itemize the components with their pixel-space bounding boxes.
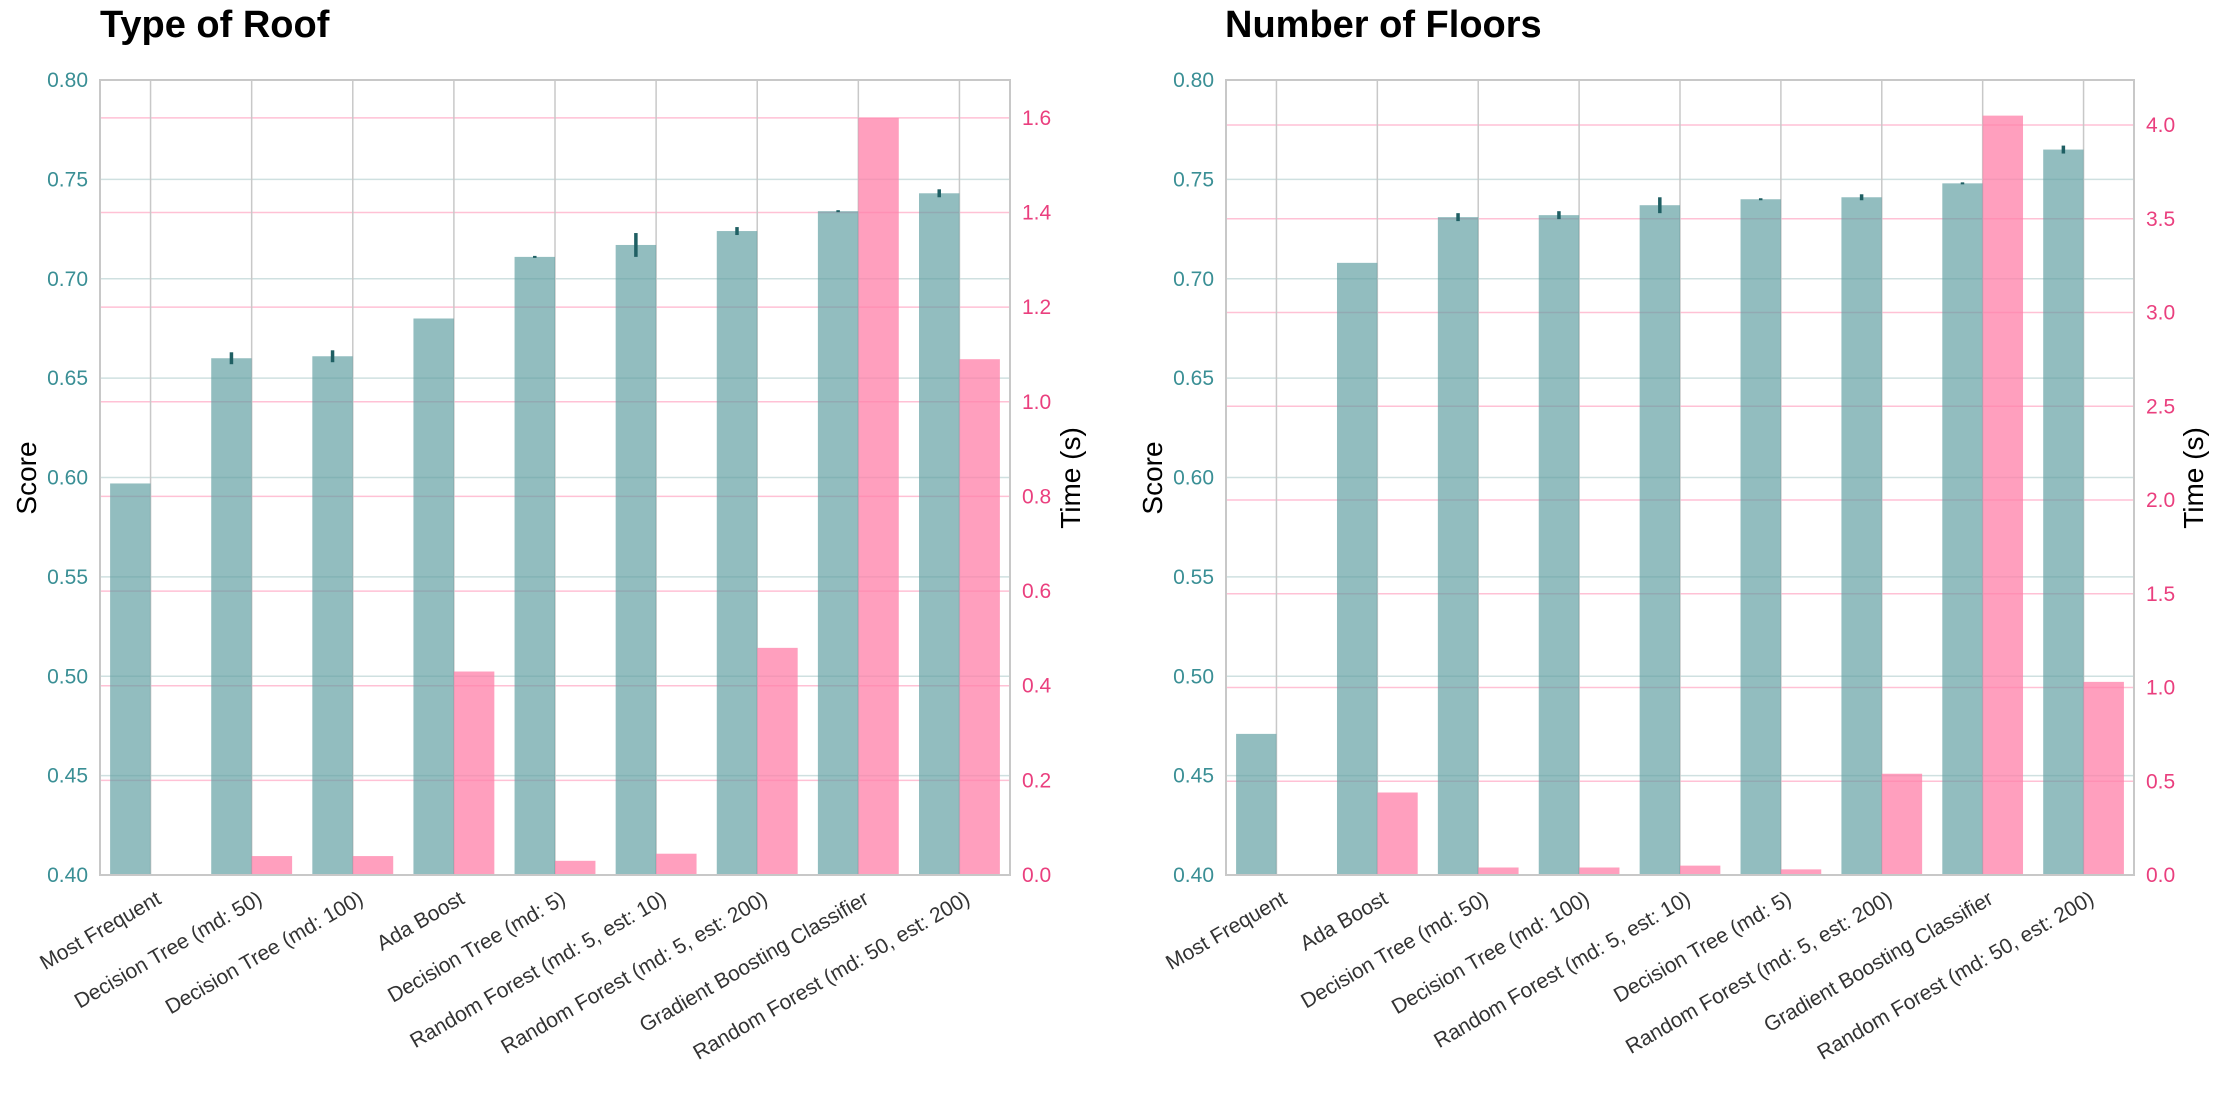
x-tick-label: Decision Tree (md: 5) <box>384 887 569 1007</box>
score-bar <box>1841 197 1882 875</box>
y-tick-label: 0.55 <box>47 566 88 589</box>
y2-tick-label: 1.5 <box>2146 583 2175 606</box>
time-bar <box>1780 869 1822 875</box>
time-bar <box>858 117 899 876</box>
score-bar <box>211 358 252 875</box>
time-bar <box>959 359 1000 876</box>
y2-tick-label: 1.0 <box>2146 677 2175 700</box>
y2-tick-label: 1.2 <box>1022 296 1051 319</box>
y-tick-label: 0.75 <box>1173 168 1214 191</box>
y2-tick-label: 0.6 <box>1022 580 1051 603</box>
y-tick-label: 0.70 <box>1173 268 1214 291</box>
score-bar <box>817 211 859 876</box>
time-bar <box>1881 773 1923 875</box>
y2-tick-label: 0.5 <box>2146 770 2175 793</box>
y2-tick-label: 2.0 <box>2146 489 2175 512</box>
score-bar <box>1942 183 1983 876</box>
score-bar <box>1740 199 1781 875</box>
time-bar <box>251 856 293 875</box>
y2-axis-label: Time (s) <box>2178 427 2209 529</box>
score-bar <box>1538 215 1580 875</box>
score-bar <box>1437 217 1479 875</box>
score-bar <box>716 231 758 876</box>
y2-tick-label: 4.0 <box>2146 114 2175 137</box>
time-bar <box>757 647 798 875</box>
y-tick-label: 0.65 <box>1173 367 1214 390</box>
time-bar <box>1982 115 2024 875</box>
score-bar <box>413 318 454 875</box>
y-tick-label: 0.60 <box>1173 467 1214 490</box>
x-tick-label: Ada Boost <box>373 887 469 955</box>
y2-tick-label: 0.8 <box>1022 485 1051 508</box>
score-bar <box>1236 733 1277 875</box>
plot-frame <box>99 79 1011 876</box>
y-tick-label: 0.80 <box>47 69 88 92</box>
y2-tick-label: 0.2 <box>1022 769 1051 792</box>
y-tick-label: 0.50 <box>47 665 88 688</box>
score-bar <box>615 244 657 875</box>
y2-tick-label: 2.5 <box>2146 395 2175 418</box>
y-tick-label: 0.40 <box>47 864 88 887</box>
score-bar <box>1336 262 1378 876</box>
score-bar <box>514 256 555 875</box>
y2-tick-label: 1.0 <box>1022 391 1051 414</box>
chart-title: Type of Roof <box>100 4 330 46</box>
y2-tick-label: 0.4 <box>1022 675 1052 698</box>
y2-tick-label: 1.4 <box>1022 202 1052 225</box>
y2-tick-label: 3.0 <box>2146 302 2175 325</box>
y2-tick-label: 3.5 <box>2146 208 2175 231</box>
time-bar <box>555 860 596 875</box>
time-bar <box>656 853 697 875</box>
time-bar <box>1377 792 1418 875</box>
plot-frame <box>1225 79 2135 876</box>
x-tick-label: Ada Boost <box>1296 887 1392 955</box>
y2-tick-label: 0.0 <box>1022 864 1051 887</box>
time-bar <box>352 856 394 875</box>
y-tick-label: 0.70 <box>47 268 88 291</box>
y-axis-label: Score <box>1137 441 1168 514</box>
y-tick-label: 0.60 <box>47 467 88 490</box>
time-bar <box>2083 681 2124 875</box>
y-axis-label: Score <box>11 441 42 514</box>
score-bar <box>1639 205 1680 875</box>
y-tick-label: 0.50 <box>1173 665 1214 688</box>
y-tick-label: 0.40 <box>1173 864 1214 887</box>
time-bar <box>1478 867 1519 875</box>
chart-title: Number of Floors <box>1225 4 1542 46</box>
score-bar <box>2043 149 2084 875</box>
y2-tick-label: 1.6 <box>1022 107 1051 130</box>
panel-number-of-floors: Number of Floors 0.40 0.45 0.50 0.55 0.60 0.6… <box>1137 4 2209 1065</box>
time-bar <box>453 671 495 875</box>
y-tick-label: 0.75 <box>47 168 88 191</box>
x-tick-label: Most Frequent <box>1162 887 1291 975</box>
x-tick-label: Decision Tree (md: 5) <box>1610 887 1795 1007</box>
panel-type-of-roof: Type of Roof 0.40 0.45 0.50 0.55 0.60 0.65 0.7… <box>11 4 1086 1065</box>
y-tick-label: 0.55 <box>1173 566 1214 589</box>
y-tick-label: 0.45 <box>1173 765 1214 788</box>
score-bar <box>110 483 151 875</box>
time-bar <box>1579 867 1620 875</box>
score-bar <box>312 356 353 875</box>
score-bar <box>919 193 960 876</box>
y-tick-label: 0.80 <box>1173 69 1214 92</box>
y2-tick-label: 0.0 <box>2146 864 2175 887</box>
y-tick-label: 0.65 <box>47 367 88 390</box>
y2-axis-label: Time (s) <box>1055 427 1086 529</box>
y-tick-label: 0.45 <box>47 765 88 788</box>
time-bar <box>1680 865 1721 875</box>
